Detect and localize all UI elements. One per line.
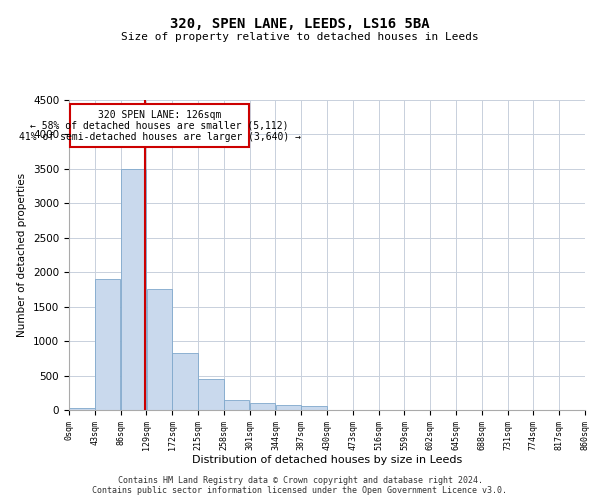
Text: 41% of semi-detached houses are larger (3,640) →: 41% of semi-detached houses are larger (… xyxy=(19,132,301,142)
Bar xyxy=(250,404,275,410)
Bar xyxy=(198,379,224,410)
Text: 320, SPEN LANE, LEEDS, LS16 5BA: 320, SPEN LANE, LEEDS, LS16 5BA xyxy=(170,18,430,32)
Text: 320 SPEN LANE: 126sqm: 320 SPEN LANE: 126sqm xyxy=(98,110,221,120)
Text: ← 58% of detached houses are smaller (5,112): ← 58% of detached houses are smaller (5,… xyxy=(31,120,289,130)
X-axis label: Distribution of detached houses by size in Leeds: Distribution of detached houses by size … xyxy=(192,456,462,466)
Bar xyxy=(70,104,249,147)
Text: Contains HM Land Registry data © Crown copyright and database right 2024.: Contains HM Land Registry data © Crown c… xyxy=(118,476,482,485)
Bar xyxy=(146,290,172,410)
Bar xyxy=(121,169,146,410)
Bar xyxy=(224,400,250,410)
Bar xyxy=(69,408,95,410)
Bar xyxy=(275,405,301,410)
Bar xyxy=(301,406,327,410)
Bar xyxy=(172,353,198,410)
Y-axis label: Number of detached properties: Number of detached properties xyxy=(17,173,28,337)
Bar xyxy=(95,279,121,410)
Text: Contains public sector information licensed under the Open Government Licence v3: Contains public sector information licen… xyxy=(92,486,508,495)
Text: Size of property relative to detached houses in Leeds: Size of property relative to detached ho… xyxy=(121,32,479,42)
